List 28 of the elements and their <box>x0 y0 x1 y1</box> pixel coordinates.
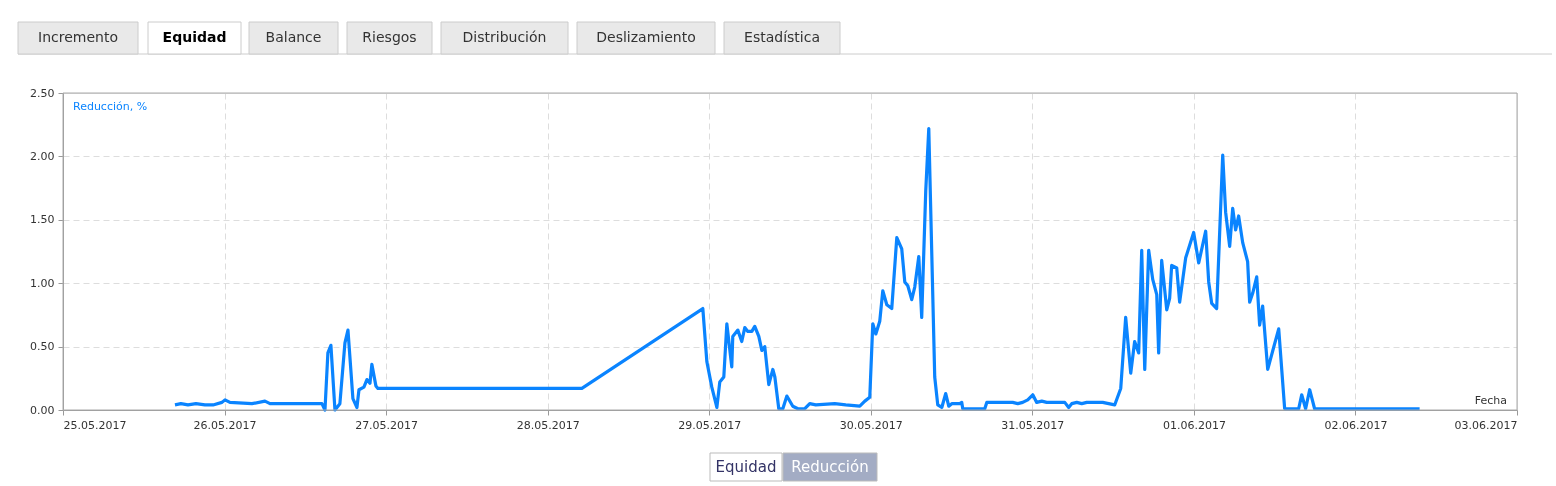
x-tick-label: 02.06.2017 <box>1324 418 1388 432</box>
x-tick-label: 27.05.2017 <box>355 418 419 432</box>
x-axis-title: Fecha <box>1474 394 1507 407</box>
x-tick-label: 01.06.2017 <box>1162 418 1226 432</box>
line-series <box>173 126 1422 412</box>
y-axis-title: Reducción, % <box>73 100 148 113</box>
x-tick-label: 28.05.2017 <box>516 418 580 432</box>
text: Incremento <box>38 29 118 45</box>
x-tick-label: 29.05.2017 <box>678 418 742 432</box>
text: Riesgos <box>362 29 417 45</box>
y-tick-label: 1.00 <box>30 276 55 290</box>
x-tick-label: 03.06.2017 <box>1454 418 1518 432</box>
text: Estadística <box>744 29 820 45</box>
x-tick-label: 30.05.2017 <box>839 418 903 432</box>
x-tick-label: 25.05.2017 <box>63 418 127 432</box>
x-tick-label: 31.05.2017 <box>1001 418 1065 432</box>
y-tick-label: 0.00 <box>30 403 55 417</box>
y-tick-label: 2.50 <box>30 86 55 100</box>
y-tick-label: 0.50 <box>30 340 55 354</box>
text: Equidad <box>162 29 227 45</box>
text: Distribución <box>462 29 547 45</box>
y-tick-label: 1.50 <box>30 213 55 227</box>
y-tick-label: 2.00 <box>30 149 55 163</box>
text: Deslizamiento <box>596 29 696 45</box>
text: Balance <box>265 29 322 45</box>
x-tick-label: 26.05.2017 <box>193 418 257 432</box>
text: Equidad <box>715 458 777 476</box>
text: Reducción <box>791 458 869 476</box>
